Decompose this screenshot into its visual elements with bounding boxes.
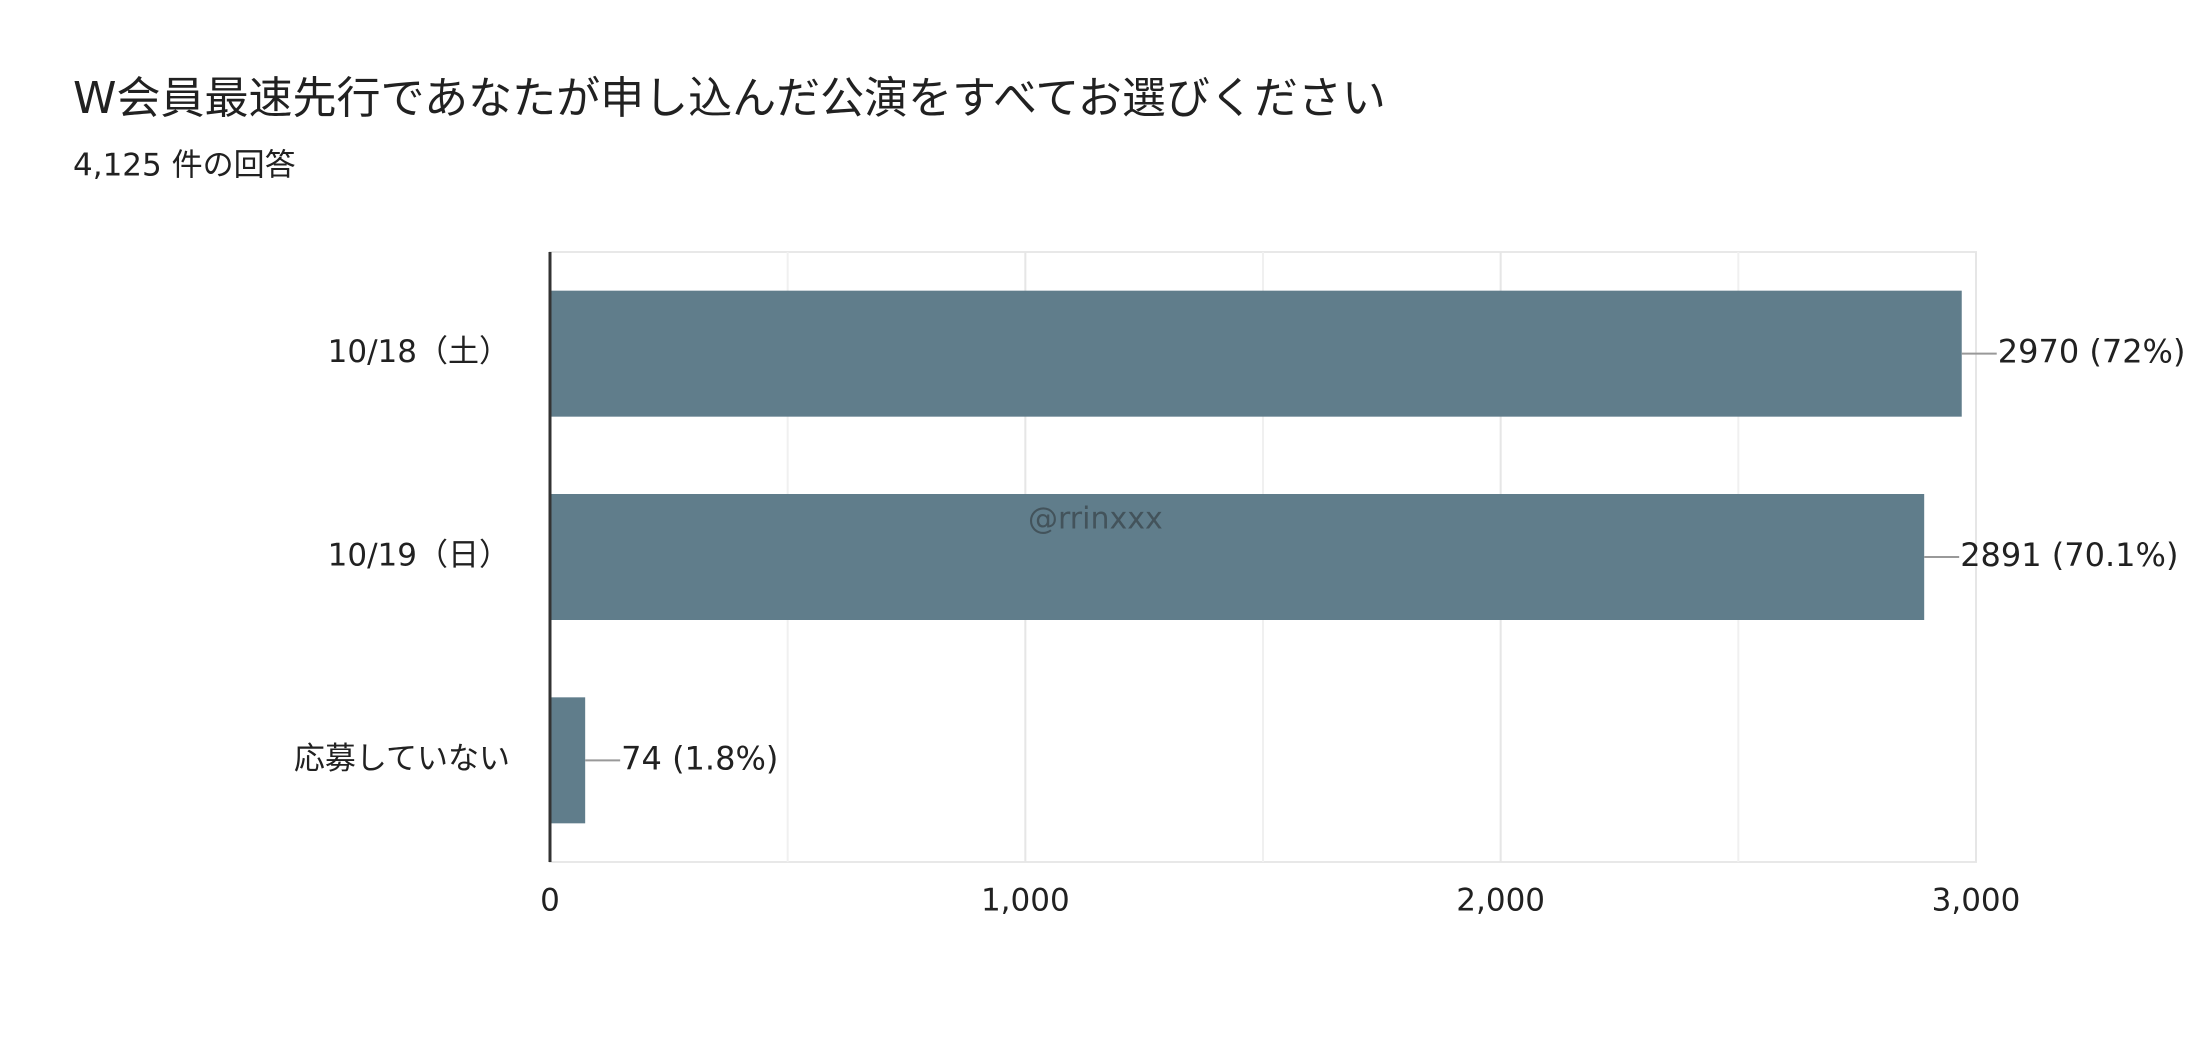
watermark: @rrinxxx [1028, 502, 1163, 537]
value-label: 2970 (72%) [1998, 333, 2186, 371]
x-tick-label: 3,000 [1932, 883, 2021, 919]
y-tick-label: 10/19（日） [328, 538, 510, 574]
x-tick-label: 2,000 [1456, 883, 1545, 919]
bar [550, 697, 586, 824]
y-tick-label: 応募していない [294, 741, 510, 777]
value-label: 74 (1.8%) [621, 739, 778, 777]
chart-subtitle: 4,125 件の回答 [73, 148, 296, 184]
chart-title: W会員最速先行であなたが申し込んだ公演をすべてお選びください [73, 73, 1386, 124]
bar [550, 290, 1962, 417]
value-label: 2891 (70.1%) [1960, 536, 2178, 574]
x-tick-label: 1,000 [981, 883, 1070, 919]
y-tick-label: 10/18（土） [328, 334, 510, 370]
x-tick-label: 0 [540, 883, 560, 919]
bar [550, 494, 1925, 620]
